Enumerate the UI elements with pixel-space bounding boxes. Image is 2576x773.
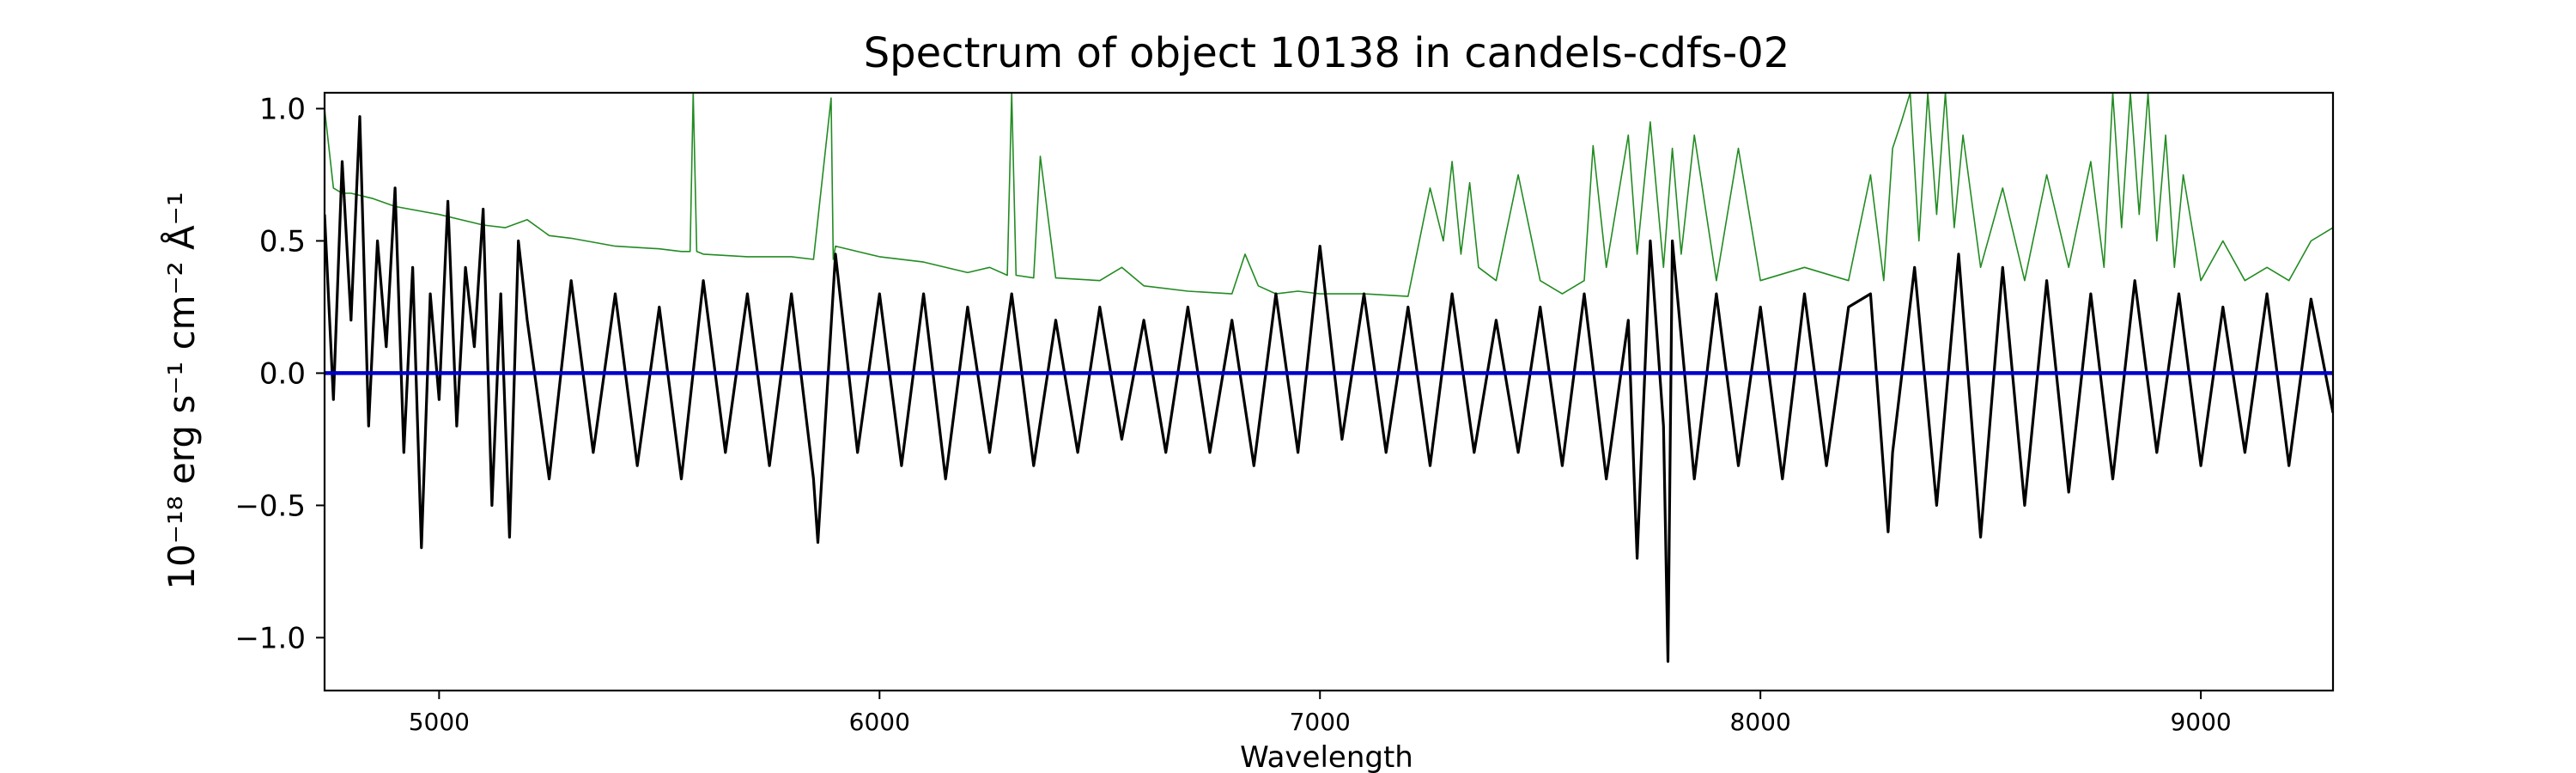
x-axis-label: Wavelength [1240,740,1413,773]
y-tick-label: 0.0 [259,356,306,391]
axes: 5000 6000 7000 8000 9000 −1.0 −0.5 0.0 0.5 1.0 [234,91,2335,736]
series-observed-flux [325,115,2333,663]
chart-title: Spectrum of object 10138 in candels-cdfs… [864,29,1790,77]
y-tick-label: 1.0 [259,92,306,126]
x-tick-label: 7000 [1290,708,1351,736]
y-tick-label: −1.0 [234,621,306,655]
x-tick-label: 5000 [409,708,470,736]
x-tick-label: 6000 [849,708,910,736]
y-axis-label: 10⁻¹⁸ erg s⁻¹ cm⁻² Å⁻¹ [160,192,203,589]
series-model-spectrum [325,93,2333,297]
axes-frame [323,91,2335,692]
x-tick-label: 8000 [1730,708,1791,736]
y-tick-label: −0.5 [234,489,306,523]
x-tick-label: 9000 [2170,708,2231,736]
plot-area [325,93,2333,663]
y-tick-label: 0.5 [259,224,306,259]
